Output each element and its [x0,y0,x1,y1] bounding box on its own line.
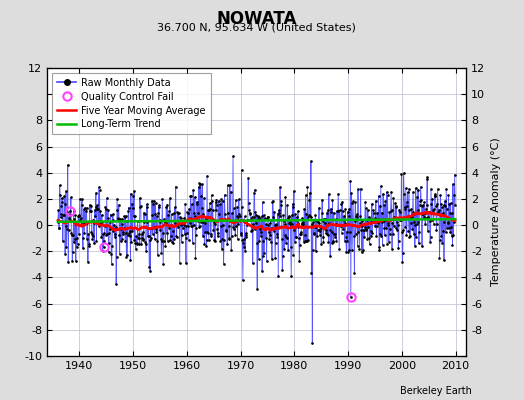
Y-axis label: Temperature Anomaly (°C): Temperature Anomaly (°C) [491,138,501,286]
Legend: Raw Monthly Data, Quality Control Fail, Five Year Moving Average, Long-Term Tren: Raw Monthly Data, Quality Control Fail, … [52,73,211,134]
Text: 36.700 N, 95.634 W (United States): 36.700 N, 95.634 W (United States) [157,22,356,32]
Text: NOWATA: NOWATA [216,10,297,28]
Text: Berkeley Earth: Berkeley Earth [400,386,472,396]
